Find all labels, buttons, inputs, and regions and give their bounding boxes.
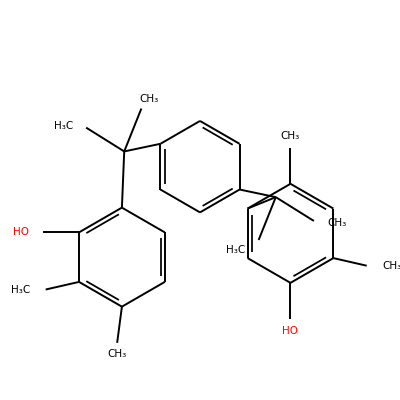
Text: HO: HO [282,326,298,336]
Text: CH₃: CH₃ [108,349,127,359]
Text: CH₃: CH₃ [382,261,400,271]
Text: H₃C: H₃C [226,244,245,254]
Text: CH₃: CH₃ [139,94,159,104]
Text: H₃C: H₃C [11,284,30,294]
Text: HO: HO [14,227,30,237]
Text: H₃C: H₃C [54,121,73,131]
Text: CH₃: CH₃ [327,218,346,228]
Text: CH₃: CH₃ [281,131,300,141]
